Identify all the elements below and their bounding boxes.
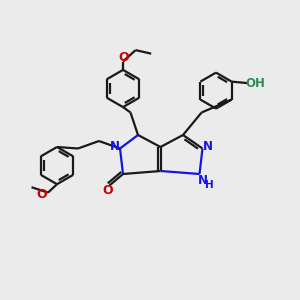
Text: O: O (118, 51, 129, 64)
Text: N: N (110, 140, 120, 153)
Text: O: O (36, 188, 47, 201)
Text: H: H (205, 180, 214, 190)
Text: N: N (203, 140, 213, 153)
Text: OH: OH (246, 76, 266, 90)
Text: O: O (103, 184, 113, 197)
Text: N: N (197, 174, 208, 187)
